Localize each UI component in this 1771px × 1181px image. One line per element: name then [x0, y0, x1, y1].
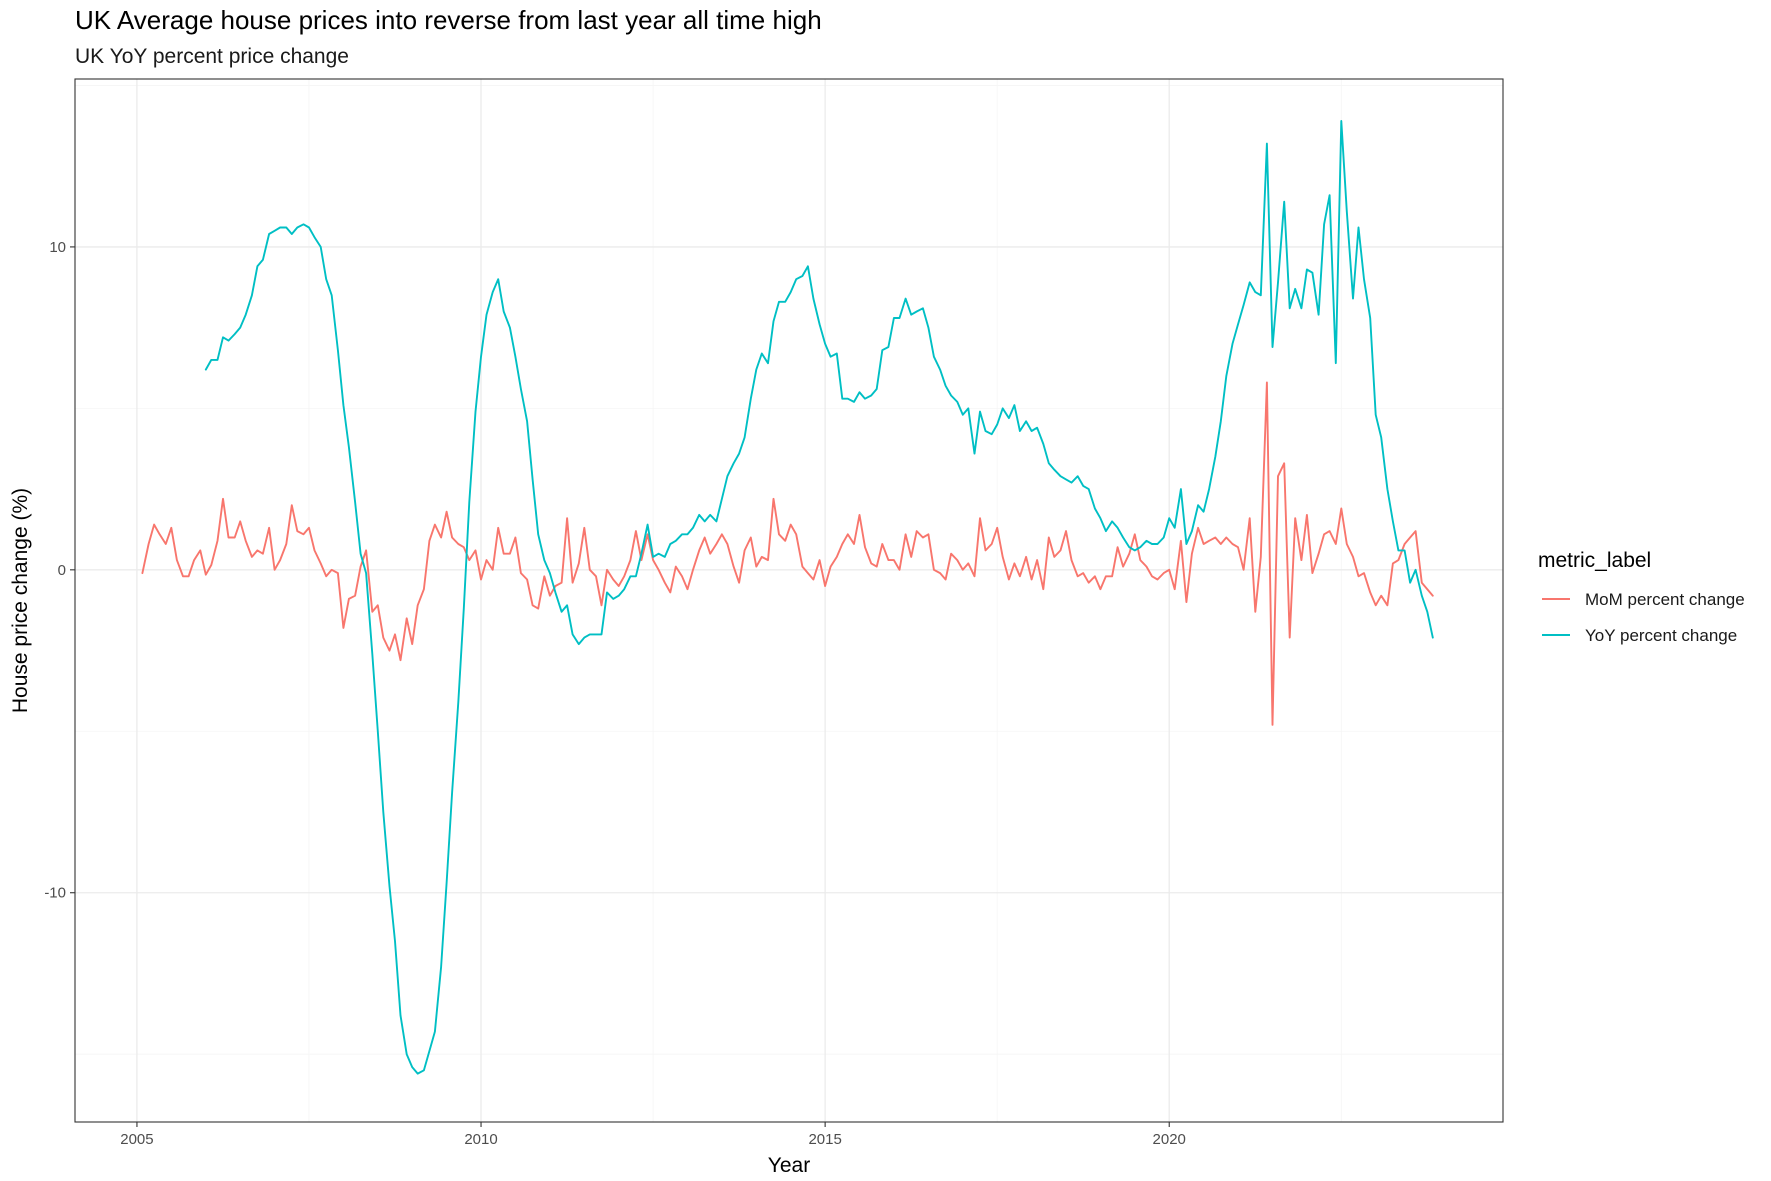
x-tick-label: 2020: [1153, 1131, 1186, 1148]
x-tick-label: 2015: [808, 1131, 841, 1148]
y-axis-title: House price change (%): [9, 488, 32, 713]
series-line-yoy-percent-change: [204, 120, 1434, 1075]
plot-panel-border: [74, 78, 1504, 1123]
y-tick-label: 10: [49, 239, 66, 256]
series-lines: [141, 120, 1434, 1075]
legend-label-yoy-percent-change: YoY percent change: [1585, 626, 1737, 645]
chart-title: UK Average house prices into reverse fro…: [75, 5, 822, 35]
legend: metric_label MoM percent change YoY perce…: [1538, 549, 1745, 645]
y-tick-label: 0: [58, 562, 66, 579]
legend-label-mom-percent-change: MoM percent change: [1585, 590, 1745, 609]
chart-subtitle: UK YoY percent price change: [75, 45, 349, 68]
axes: 2005 2010 2015 2020 -10 0 10: [44, 239, 1186, 1148]
legend-items: MoM percent change YoY percent change: [1542, 590, 1745, 645]
y-tick-label: -10: [44, 885, 66, 902]
x-axis-title: Year: [768, 1154, 810, 1177]
x-tick-label: 2010: [464, 1131, 497, 1148]
series-line-mom-percent-change: [141, 381, 1434, 726]
grid-lines: [75, 79, 1503, 1122]
x-tick-label: 2005: [120, 1131, 153, 1148]
legend-title: metric_label: [1538, 549, 1651, 572]
